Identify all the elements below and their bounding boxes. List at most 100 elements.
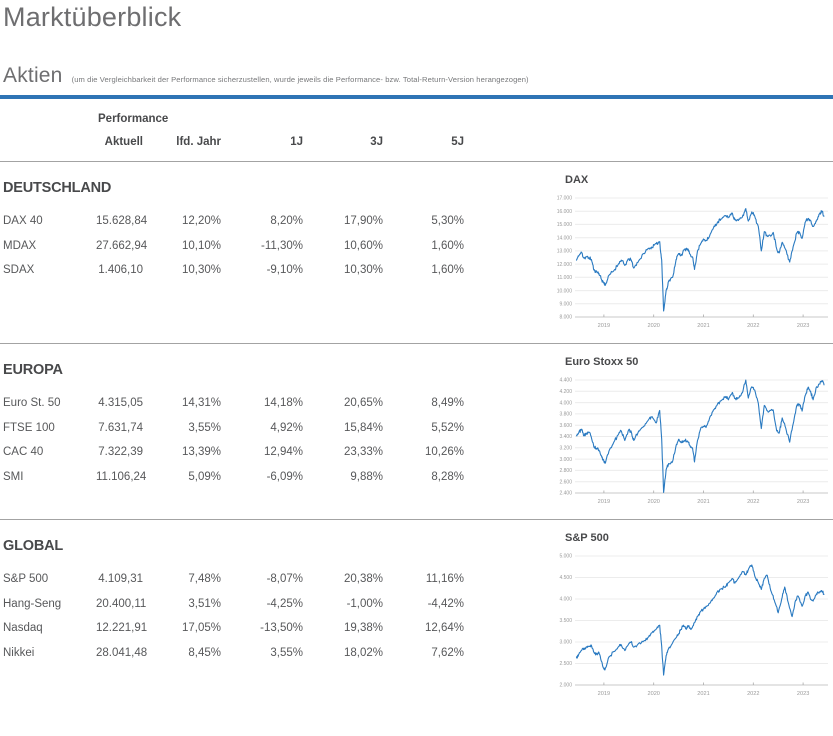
- value-cell: 18,02%: [343, 646, 383, 659]
- table-row: FTSE 100 7.631,74 3,55% 4,92% 15,84% 5,52%: [3, 416, 545, 441]
- svg-text:13.000: 13.000: [557, 249, 573, 255]
- section-heading: EUROPA: [3, 362, 63, 378]
- section-global: GLOBAL S&P 500 4.109,31 7,48% -8,07% 20,38% 1…: [0, 520, 833, 698]
- value-cell: -6,09%: [266, 470, 303, 483]
- value-cell: 14,18%: [263, 397, 303, 409]
- svg-text:2023: 2023: [797, 499, 809, 505]
- value-cell: 14,31%: [181, 397, 221, 409]
- column-header-1j: 1J: [290, 136, 303, 148]
- value-cell: 12,94%: [263, 446, 303, 458]
- value-cell: 8,49%: [431, 397, 464, 409]
- table-row: CAC 40 7.322,39 13,39% 12,94% 23,33% 10,26%: [3, 440, 545, 465]
- chart-title-dax: DAX: [565, 174, 589, 186]
- table-row: Nasdaq 12.221,91 17,05% -13,50% 19,38% 12,64%: [3, 616, 545, 641]
- index-name-cell: S&P 500: [3, 573, 49, 585]
- svg-text:3.000: 3.000: [559, 640, 572, 646]
- chart-euro-stoxx-50: Euro Stoxx 50 4.400 4.200 4.000 3.800 3.600 3…: [545, 344, 833, 506]
- svg-text:2021: 2021: [697, 323, 709, 329]
- value-cell: 3,55%: [270, 646, 303, 659]
- index-name-cell: SDAX: [3, 264, 35, 276]
- table-row: SDAX 1.406,10 10,30% -9,10% 10,30% 1,60%: [3, 258, 545, 283]
- value-cell: 7,48%: [188, 573, 221, 585]
- table-row: DAX 40 15.628,84 12,20% 8,20% 17,90% 5,30%: [3, 209, 545, 234]
- subtitle-note: (um die Vergleichbarkeit der Performance…: [71, 75, 529, 84]
- chart-title-euro-stoxx-50: Euro Stoxx 50: [565, 356, 639, 368]
- svg-text:2020: 2020: [647, 691, 659, 697]
- section-heading: DEUTSCHLAND: [3, 180, 112, 196]
- value-cell: -11,30%: [261, 239, 303, 252]
- svg-text:17.000: 17.000: [557, 196, 573, 202]
- index-name-cell: MDAX: [3, 239, 37, 252]
- section-divider: [0, 519, 833, 520]
- index-name-cell: Nasdaq: [3, 622, 43, 634]
- value-cell: 5,52%: [431, 421, 464, 434]
- value-cell: 4,92%: [270, 421, 303, 434]
- value-cell: 27.662,94: [96, 239, 148, 252]
- index-name-cell: Euro St. 50: [3, 397, 61, 409]
- svg-text:3.600: 3.600: [559, 423, 572, 429]
- index-name-cell: SMI: [3, 470, 24, 483]
- svg-text:3.000: 3.000: [559, 457, 572, 463]
- value-cell: 8,28%: [431, 470, 464, 483]
- svg-text:3.400: 3.400: [559, 434, 572, 440]
- svg-text:3.800: 3.800: [559, 412, 572, 418]
- section-heading: GLOBAL: [3, 538, 64, 554]
- svg-text:2019: 2019: [598, 499, 610, 505]
- value-cell: 20,65%: [343, 397, 383, 409]
- value-cell: 10,10%: [181, 239, 221, 252]
- index-name-cell: FTSE 100: [3, 421, 55, 434]
- svg-text:16.000: 16.000: [557, 209, 573, 215]
- value-cell: 1,60%: [431, 239, 464, 252]
- value-cell: 7.631,74: [98, 421, 143, 434]
- column-header-spacer: [0, 136, 96, 148]
- index-name-cell: DAX 40: [3, 215, 43, 227]
- value-cell: 12,64%: [424, 622, 464, 634]
- section-title-aktien: Aktien: [3, 64, 63, 87]
- svg-text:2.600: 2.600: [559, 479, 572, 485]
- value-cell: 5,09%: [188, 470, 221, 483]
- table-row: S&P 500 4.109,31 7,48% -8,07% 20,38% 11,16%: [3, 567, 545, 592]
- svg-text:15.000: 15.000: [557, 222, 573, 228]
- chart-title-sp-500: S&P 500: [565, 532, 609, 544]
- value-cell: 10,26%: [424, 446, 464, 458]
- value-cell: -1,00%: [346, 597, 383, 610]
- svg-text:2023: 2023: [797, 323, 809, 329]
- line-chart-euro-stoxx-50: 4.400 4.200 4.000 3.800 3.600 3.400 3.200 3.000…: [559, 378, 828, 505]
- value-cell: -4,25%: [266, 597, 303, 610]
- svg-text:2022: 2022: [747, 323, 759, 329]
- svg-text:2023: 2023: [797, 691, 809, 697]
- table-column-headers: Aktuell lfd. Jahr 1J 3J 5J: [0, 136, 833, 148]
- index-name-cell: Nikkei: [3, 646, 35, 659]
- svg-text:11.000: 11.000: [557, 275, 572, 281]
- value-cell: 13,39%: [181, 446, 221, 458]
- svg-text:2021: 2021: [697, 691, 709, 697]
- value-cell: -8,07%: [266, 573, 303, 585]
- value-cell: 8,20%: [270, 215, 303, 227]
- value-cell: 4.315,05: [98, 397, 143, 409]
- table-row: Hang-Seng 20.400,11 3,51% -4,25% -1,00% -4,42…: [3, 592, 545, 617]
- value-cell: 20.400,11: [96, 597, 147, 610]
- svg-text:5.000: 5.000: [559, 554, 572, 560]
- value-cell: 3,55%: [188, 421, 221, 434]
- value-cell: 23,33%: [343, 446, 383, 458]
- column-header-lfd-jahr: lfd. Jahr: [176, 136, 221, 148]
- svg-text:3.200: 3.200: [559, 446, 572, 452]
- svg-text:4.000: 4.000: [559, 400, 572, 406]
- section-deutschland: DEUTSCHLAND DAX 40 15.628,84 12,20% 8,20% 17…: [0, 162, 833, 330]
- index-name-cell: CAC 40: [3, 446, 44, 458]
- value-cell: 3,51%: [188, 597, 221, 610]
- value-cell: 17,05%: [181, 622, 221, 634]
- value-cell: 12.221,91: [96, 622, 148, 634]
- column-header-3j: 3J: [370, 136, 383, 148]
- table-row: Nikkei 28.041,48 8,45% 3,55% 18,02% 7,62%: [3, 641, 545, 666]
- svg-text:2019: 2019: [598, 691, 610, 697]
- accent-rule: [0, 95, 833, 99]
- svg-text:4.200: 4.200: [559, 389, 572, 395]
- value-cell: 10,60%: [343, 239, 383, 252]
- value-cell: -9,10%: [266, 264, 303, 276]
- svg-text:9.000: 9.000: [559, 302, 572, 308]
- index-table-rows: S&P 500 4.109,31 7,48% -8,07% 20,38% 11,16% Ha…: [3, 567, 545, 665]
- svg-text:10.000: 10.000: [557, 288, 573, 294]
- chart-dax: DAX 17.000 16.000 15.000 14.000 13.000 12.000…: [545, 162, 833, 330]
- index-table-rows: DAX 40 15.628,84 12,20% 8,20% 17,90% 5,30% MDA…: [3, 209, 545, 283]
